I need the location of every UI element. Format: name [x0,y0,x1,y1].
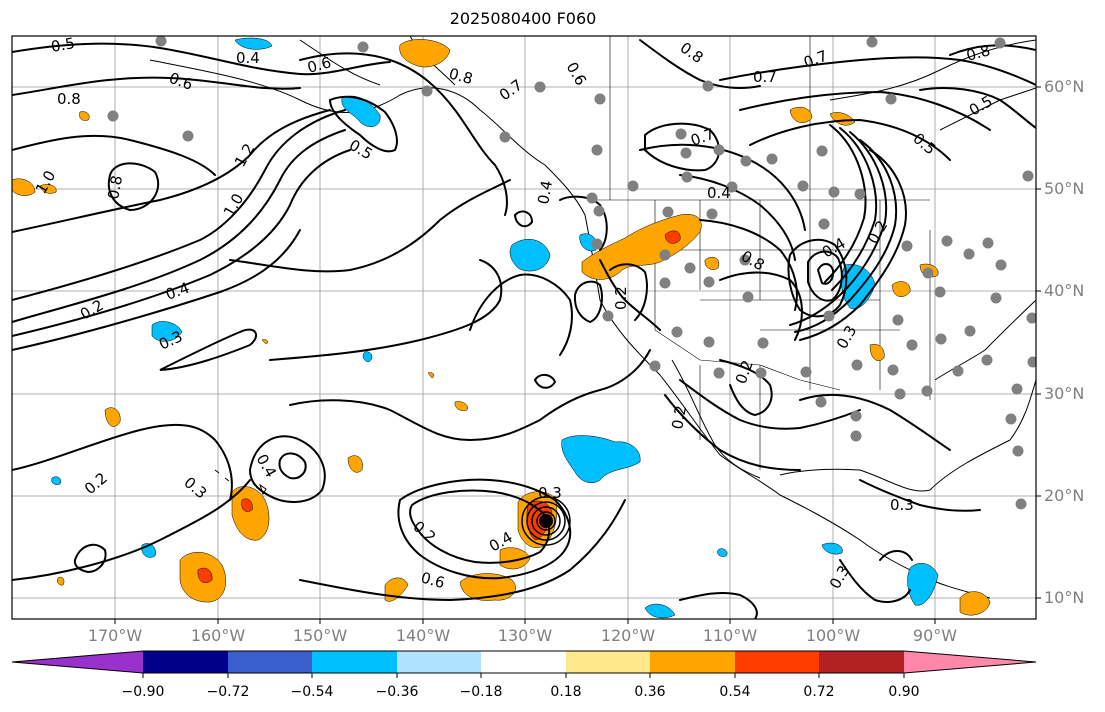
station-dots [107,36,1036,510]
contour-label: 0.6 [419,568,447,592]
plot-title: 2025080400 F060 [449,9,597,28]
colorbar-tick-label: −0.72 [206,684,250,700]
latitude-label: 60°N [1044,77,1085,96]
contour-label: 0.4 [236,49,260,67]
colorbar-tick-label: 0.72 [803,684,835,700]
longitude-label: 150°W [292,626,348,645]
longitude-label: 170°W [87,626,143,645]
contour-lines [12,39,1036,619]
contour-label: 0.2 [668,404,690,431]
latitude-label: 10°N [1044,588,1085,607]
contour-label: 0.4 [707,184,731,202]
contour-label: 0.4 [534,179,556,206]
longitude-label: 160°W [190,626,246,645]
latitude-label: 40°N [1044,281,1085,300]
colorbar-segment [819,651,905,673]
colorbar-segment [397,651,482,673]
colorbar-tick-label: 0.36 [634,684,666,700]
contour-label: 0.8 [57,90,81,108]
longitude-label: 90°W [912,626,958,645]
colorbar [11,650,1037,678]
latitude-label: 50°N [1044,179,1085,198]
longitude-label: 100°W [805,626,861,645]
colorbar-segment [735,651,820,673]
longitude-label: 130°W [497,626,553,645]
colorbar-segment [312,651,398,673]
cyclone-contours [521,496,571,546]
latitude-label: 30°N [1044,384,1085,403]
contour-label: 0.5 [50,34,77,56]
axis-ticks [114,86,1041,624]
contour-label: 0.2 [612,286,630,310]
colorbar-segment [143,651,229,673]
positive-anomaly-fill [12,39,991,616]
longitude-label: 120°W [600,626,656,645]
colorbar-segment [566,651,651,673]
contour-label: 0.8 [447,64,475,88]
colorbar-tick-label: −0.36 [375,684,419,700]
latitude-label: 20°N [1044,486,1085,505]
contour-label: 0.8 [964,41,992,65]
longitude-label: 140°W [395,626,451,645]
graticule [12,36,1036,619]
colorbar-tick-label: −0.18 [459,684,503,700]
colorbar-tick-label: −0.90 [121,684,165,700]
contour-label: 0.3 [538,484,562,502]
longitude-label: 110°W [702,626,758,645]
colorbar-tick-label: 0.54 [719,684,751,700]
colorbar-tick-label: 0.90 [888,684,920,700]
colorbar-segment [650,651,736,673]
colorbar-segment [904,651,1036,673]
contour-label: 0.8 [104,174,126,201]
map-border [11,35,1037,620]
colorbar-segment [228,651,313,673]
colorbar-tick-label: 0.18 [550,684,582,700]
contour-label: 0.3 [890,496,914,514]
contour-label: 0.7 [753,68,777,86]
cyclone-center-marker [539,514,553,528]
contour-label: 0.6 [305,53,333,77]
colorbar-segment [481,651,567,673]
colorbar-segment [12,651,143,673]
colorbar-tick-label: −0.54 [290,684,334,700]
